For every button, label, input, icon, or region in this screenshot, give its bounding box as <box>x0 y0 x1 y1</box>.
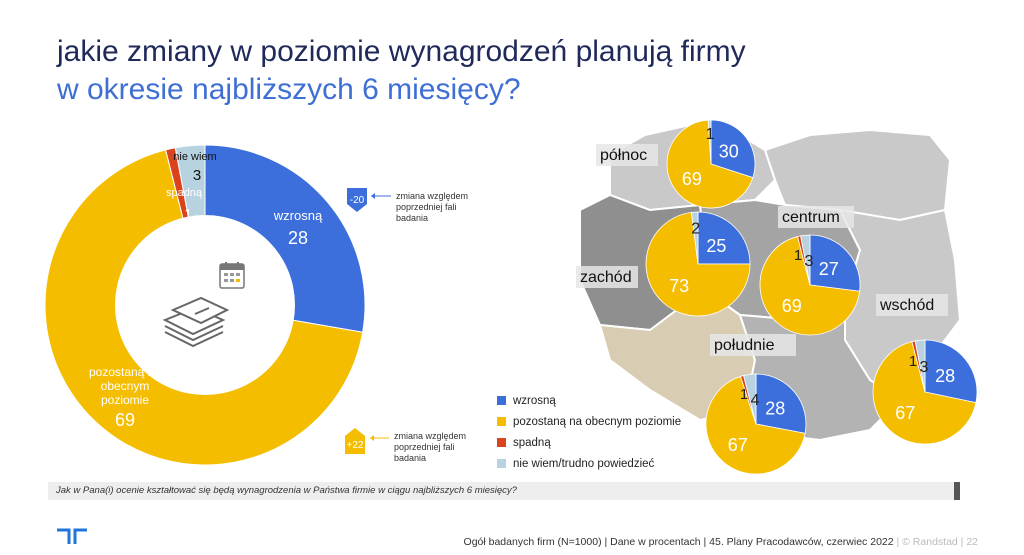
pie-slice-wzrosna <box>755 373 807 434</box>
slice-label-pozostana-line3: poziomie <box>101 393 149 407</box>
footer-main: Ogół badanych firm (N=1000) | Dane w pro… <box>463 536 894 548</box>
pie-value-wzrosna: 28 <box>935 366 955 386</box>
annotation-down: zmiana względem poprzedniej fali badania <box>396 191 468 224</box>
pie-value-nie-wiem: 4 <box>751 392 760 409</box>
annotation-down-line1: zmiana względem <box>396 191 469 201</box>
annotation-up: zmiana względem poprzedniej fali badania <box>394 431 466 464</box>
annotation-up-line3: badania <box>394 453 427 463</box>
region-label-bg <box>576 266 638 288</box>
calendar-icon <box>219 262 245 289</box>
legend-label: spadną <box>513 436 551 449</box>
slice-value-spadna: 1 <box>184 206 191 221</box>
legend-label: wzrosną <box>513 394 556 407</box>
annotation-down-line3: badania <box>396 213 429 223</box>
pie-slice-nie-wiem <box>800 234 811 286</box>
page-subtitle: w okresie najbliższych 6 miesięcy? <box>57 73 521 106</box>
pie-slice-pozostana <box>666 119 754 209</box>
pie-centrum: centrum 27 69 1 3 <box>759 206 861 336</box>
legend-item-wzrosna: wzrosną <box>497 390 681 411</box>
slice-label-nie-wiem: nie wiem <box>173 151 216 163</box>
region-label-bg <box>778 206 854 228</box>
region-label: wschód <box>879 297 934 314</box>
pie-slice-wzrosna <box>697 211 751 265</box>
pie-value-wzrosna: 30 <box>719 141 739 161</box>
region-label: południe <box>714 337 775 354</box>
pie-slice-nie-wiem <box>707 119 712 165</box>
legend-label: pozostaną na obecnym poziomie <box>513 415 682 428</box>
pie-value-pozostana: 67 <box>728 435 748 455</box>
randstad-logo-icon <box>57 528 87 544</box>
slice-label-pozostana-line2: obecnym <box>101 379 150 393</box>
money-stack-icon <box>162 296 230 348</box>
pie-wschód: wschód 28 67 1 3 <box>872 294 978 445</box>
legend-label: nie wiem/trudno powiedzieć <box>513 457 655 470</box>
pie-slice-pozostana <box>759 236 861 336</box>
legend-item-spadna: spadną <box>497 432 681 453</box>
legend: wzrosną pozostaną na obecnym poziomie sp… <box>497 390 681 474</box>
pie-slice-wzrosna <box>924 339 978 404</box>
region-label: północ <box>600 147 647 164</box>
footer: Ogół badanych firm (N=1000) | Dane w pro… <box>464 536 978 548</box>
pie-value-pozostana: 69 <box>782 296 802 316</box>
annotation-up-line1: zmiana względem <box>394 431 467 441</box>
survey-question: Jak w Pana(i) ocenie kształtować się będ… <box>48 482 960 500</box>
pie-slice-wzrosna <box>710 119 756 179</box>
change-badge-down: -20 <box>347 188 391 212</box>
region-label: zachód <box>580 269 632 286</box>
badge-up-text: +22 <box>347 440 364 451</box>
slice-value-pozostana: 69 <box>115 410 135 430</box>
pie-value-pozostana: 73 <box>669 276 689 296</box>
footer-copyright: | © Randstad | 22 <box>893 536 979 548</box>
pie-slice-nie-wiem <box>691 211 699 265</box>
legend-swatch <box>497 396 506 405</box>
region-label: centrum <box>782 209 840 226</box>
region-label-bg <box>596 144 658 166</box>
slice-label-spadna: spadną <box>166 187 203 199</box>
pie-value-spadna: 1 <box>909 353 917 370</box>
slice-value-nie-wiem: 3 <box>193 167 201 184</box>
badge-down-text: -20 <box>350 195 365 206</box>
annotation-down-line2: poprzedniej fali <box>396 202 457 212</box>
pie-value-nie-wiem: 2 <box>691 220 700 237</box>
change-badge-up: +22 <box>345 428 389 454</box>
pie-value-nie-wiem: 3 <box>920 359 929 376</box>
pie-value-spadna: 1 <box>740 386 748 403</box>
pie-południe: południe 28 67 1 4 <box>705 334 807 475</box>
legend-item-pozostana: pozostaną na obecnym poziomie <box>497 411 681 432</box>
pie-value-nie-wiem: 1 <box>706 126 715 143</box>
pie-slice-wzrosna <box>809 234 861 292</box>
pie-value-spadna: 1 <box>794 247 802 264</box>
region-label-bg <box>710 334 796 356</box>
pie-slice-nie-wiem <box>743 373 757 425</box>
region-label-bg <box>876 294 948 316</box>
pie-slice-nie-wiem <box>914 339 926 393</box>
pie-value-wzrosna: 28 <box>765 398 785 418</box>
pie-północ: północ 30 69 1 <box>596 119 756 209</box>
slice-label-pozostana-line1: pozostaną na <box>89 365 161 379</box>
slice-value-wzrosna: 28 <box>288 228 308 248</box>
pie-slice-pozostana <box>872 341 977 445</box>
legend-item-nie-wiem: nie wiem/trudno powiedzieć <box>497 453 681 474</box>
legend-swatch <box>497 438 506 447</box>
pie-value-pozostana: 67 <box>895 403 915 423</box>
pie-slice-pozostana <box>645 211 751 317</box>
pie-value-pozostana: 69 <box>682 169 702 189</box>
pie-slice-pozostana <box>705 375 806 475</box>
slice-label-wzrosna: wzrosną <box>273 208 323 223</box>
legend-swatch <box>497 417 506 426</box>
pie-zachód: zachód 25 73 2 <box>576 211 751 317</box>
pie-value-wzrosna: 25 <box>706 236 726 256</box>
annotation-up-line2: poprzedniej fali <box>394 442 455 452</box>
pie-value-wzrosna: 27 <box>819 259 839 279</box>
legend-swatch <box>497 459 506 468</box>
pie-value-nie-wiem: 3 <box>805 253 814 270</box>
page-title: jakie zmiany w poziomie wynagrodzeń plan… <box>57 35 746 68</box>
